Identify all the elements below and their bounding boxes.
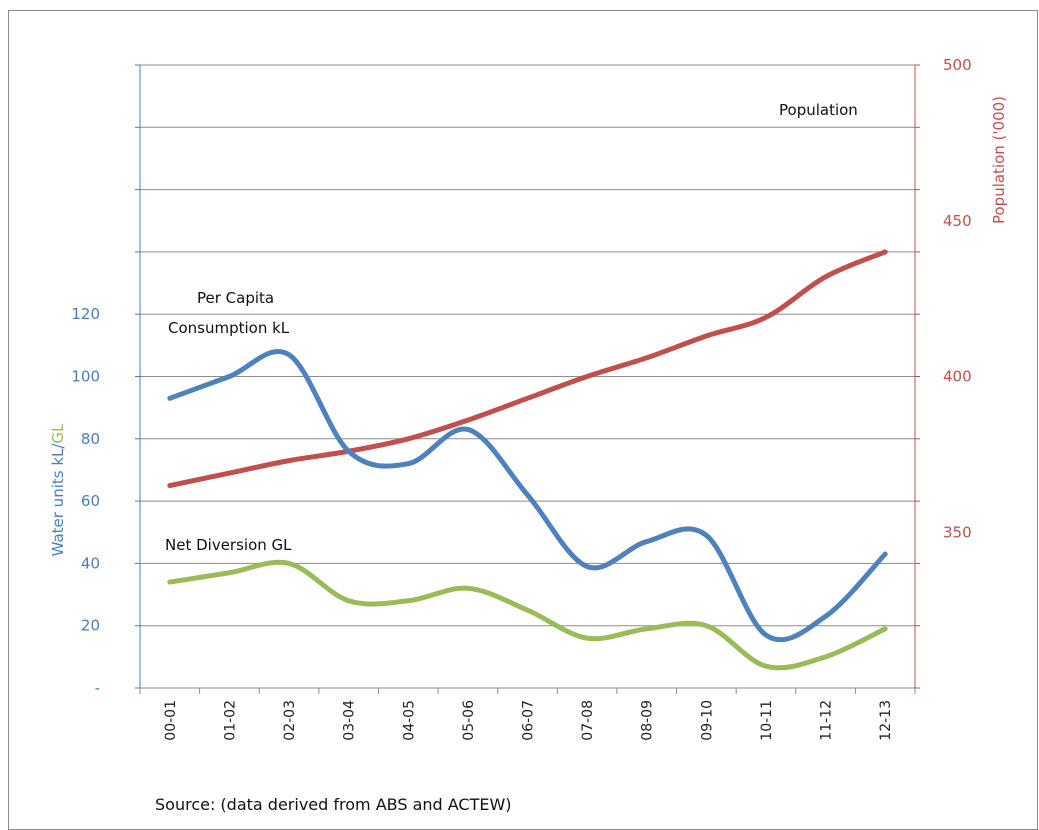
series-line-1 bbox=[170, 351, 885, 639]
source-note: Source: (data derived from ABS and ACTEW… bbox=[155, 795, 512, 814]
x-tick-label: 10-11 bbox=[759, 700, 775, 741]
annotation-net-diversion: Net Diversion GL bbox=[165, 536, 292, 554]
right-tick-label: 400 bbox=[943, 368, 972, 386]
right-tick-label: 350 bbox=[943, 523, 972, 541]
left-axis-title-part2: GL bbox=[49, 423, 67, 444]
annotation-per-capita-line2: Consumption kL bbox=[168, 319, 290, 337]
x-tick-label: 03-04 bbox=[342, 700, 358, 741]
left-tick-label: 40 bbox=[81, 554, 100, 572]
x-tick-label: 05-06 bbox=[461, 700, 477, 741]
left-tick-label: 60 bbox=[81, 492, 100, 510]
left-tick-label: 20 bbox=[81, 617, 100, 635]
x-tick-label: 08-09 bbox=[640, 700, 656, 741]
x-tick-label: 09-10 bbox=[699, 700, 715, 741]
series-line-2 bbox=[170, 562, 885, 668]
right-axis-ticks: 350 400 450 500 bbox=[943, 56, 972, 541]
x-tick-label: 07-08 bbox=[580, 700, 596, 741]
left-tick-label: - bbox=[95, 679, 100, 697]
left-tick-label: 80 bbox=[81, 430, 100, 448]
x-tick-label: 06-07 bbox=[521, 700, 537, 741]
left-tick-label: 100 bbox=[71, 368, 100, 386]
annotation-per-capita-line1: Per Capita bbox=[197, 289, 274, 307]
x-axis-ticks: 00-01 01-02 02-03 03-04 04-05 05-06 06-07 07-08… bbox=[163, 700, 894, 741]
axes bbox=[135, 65, 920, 694]
x-tick-label: 04-05 bbox=[401, 700, 417, 741]
x-tick-label: 01-02 bbox=[222, 700, 238, 741]
x-tick-label: 11-12 bbox=[819, 700, 835, 741]
right-tick-label: 450 bbox=[943, 212, 972, 230]
x-tick-label: 12-13 bbox=[878, 700, 894, 741]
left-axis-title: Water units kL/GL bbox=[49, 423, 67, 556]
left-tick-label: 120 bbox=[71, 305, 100, 323]
x-tick-label: 02-03 bbox=[282, 700, 298, 741]
x-tick-label: 00-01 bbox=[163, 700, 179, 741]
annotation-population: Population bbox=[779, 101, 858, 119]
right-axis-title: Population ('000) bbox=[990, 96, 1008, 224]
left-axis-ticks: - 20 40 60 80 100 120 bbox=[71, 305, 100, 697]
left-axis-title-part1: Water units kL/ bbox=[49, 443, 67, 557]
right-tick-label: 500 bbox=[943, 56, 972, 74]
series-line-0 bbox=[170, 252, 885, 486]
